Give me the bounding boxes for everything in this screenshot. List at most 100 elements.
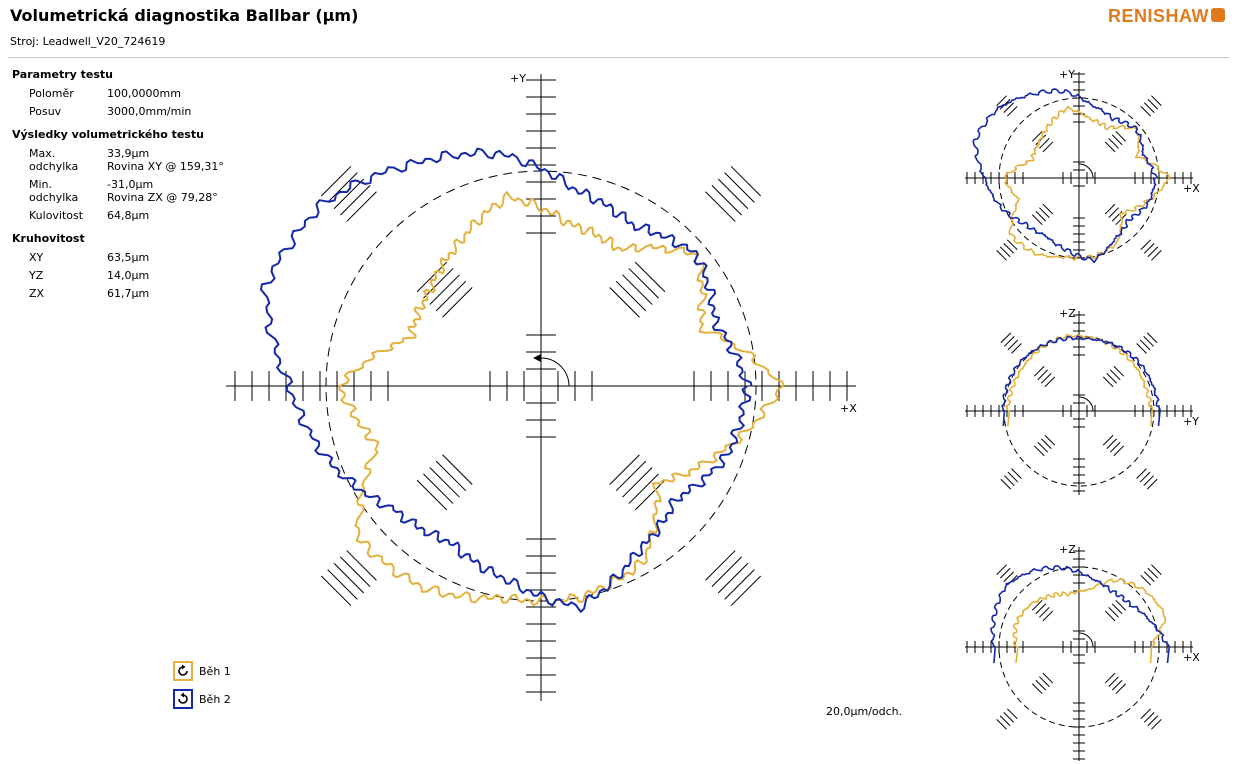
hatch-mark	[1003, 571, 1015, 583]
hatch-mark	[1006, 105, 1018, 117]
hatch-mark	[705, 191, 736, 222]
hatch-mark	[1108, 607, 1119, 618]
hatch-mark	[1106, 438, 1118, 450]
result-row-sphericity: Kulovitost 64,8µm	[29, 209, 262, 222]
trace-běh-2	[990, 565, 1170, 664]
hatch-mark	[429, 274, 460, 305]
hatch-mark	[340, 556, 371, 587]
hatch-mark	[1115, 214, 1127, 226]
hatch-mark	[1039, 676, 1050, 687]
results-heading: Výsledky volumetrického testu	[12, 128, 204, 141]
hatch-mark	[1143, 242, 1155, 254]
hatch-mark	[346, 550, 377, 581]
hatch-mark	[1040, 372, 1052, 384]
hatch-mark	[1031, 214, 1043, 226]
hatch-mark	[1003, 711, 1015, 723]
hatch-mark	[1108, 207, 1119, 218]
hatch-mark	[730, 165, 762, 197]
hatch-mark	[711, 185, 742, 216]
polar-plot-xy-small: +X +Y	[965, 68, 1200, 264]
scale-note: 20,0µm/odch.	[826, 705, 903, 718]
logo-text: RENISHAW	[1107, 5, 1209, 26]
run-2-label: Běh 2	[199, 692, 231, 706]
trace-běh-1	[338, 191, 786, 607]
run-1-swatch	[173, 661, 193, 681]
machine-label: Stroj: Leadwell_V20_724619	[10, 35, 166, 48]
hatch-mark	[1031, 130, 1043, 142]
hatch-mark	[1004, 336, 1015, 347]
hatch-mark	[1042, 610, 1054, 622]
clockwise-arrow-icon	[178, 664, 188, 676]
direction-arc	[1078, 396, 1094, 412]
min-value: -31,0µm	[107, 178, 154, 191]
run-1-label: Běh 1	[199, 664, 231, 678]
hatch-mark	[996, 719, 1007, 730]
direction-arc	[1078, 632, 1094, 648]
hatch-mark	[435, 460, 467, 492]
y-axis-label: +Y	[510, 72, 526, 85]
hatch-mark	[327, 569, 358, 600]
trace-běh-2	[260, 147, 753, 613]
hatch-mark	[1151, 250, 1162, 261]
max-value-block: 33,9µm Rovina XY @ 159,31°	[107, 147, 262, 173]
hatch-mark	[1102, 434, 1114, 446]
hatch-mark	[1151, 719, 1162, 730]
hatch-mark	[711, 556, 742, 587]
header-divider	[8, 57, 1229, 58]
hatch-mark	[1111, 603, 1123, 615]
hatch-mark	[615, 280, 647, 312]
hatch-mark	[1007, 471, 1019, 483]
circ-row-zx: ZX 61,7µm	[29, 287, 262, 300]
sphericity-label: Kulovitost	[29, 209, 84, 222]
hatch-mark	[634, 261, 666, 293]
hatch-mark	[609, 454, 640, 485]
hatch-mark	[1140, 574, 1152, 586]
result-row-min: Min. odchylka -31,0µm Rovina ZX @ 79,28°	[29, 178, 262, 204]
info-panel: Parametry testu Poloměr 100,0000mm Posuv…	[12, 68, 262, 305]
hatch-mark	[1031, 599, 1043, 611]
hatch-mark	[1033, 365, 1045, 377]
trace-běh-1	[1005, 333, 1154, 427]
counterclockwise-arrow-icon	[178, 692, 188, 704]
hatch-mark	[442, 454, 473, 485]
hatch-mark	[622, 467, 653, 498]
trace-běh-2	[972, 88, 1158, 264]
hatch-mark	[1104, 672, 1116, 684]
hatch-mark	[327, 172, 358, 203]
hatch-mark	[724, 172, 755, 203]
result-row-max: Max. odchylka 33,9µm Rovina XY @ 159,31°	[29, 147, 262, 173]
feed-label: Posuv	[29, 105, 62, 118]
hatch-mark	[1111, 134, 1123, 146]
min-label: Min. odchylka	[29, 178, 79, 204]
max-plane: Rovina XY @ 159,31°	[107, 160, 224, 173]
direction-arrow-icon	[533, 354, 541, 362]
reference-circle	[998, 97, 1160, 259]
circ-zx-value: 61,7µm	[107, 287, 150, 300]
circ-yz-label: YZ	[29, 269, 44, 282]
hatch-mark	[1039, 207, 1050, 218]
hatch-mark	[1143, 102, 1155, 114]
trace-běh-2	[1001, 335, 1161, 427]
hatch-mark	[1136, 343, 1147, 354]
min-plane: Rovina ZX @ 79,28°	[107, 191, 218, 204]
hatch-mark	[999, 246, 1011, 258]
sphericity-value: 64,8µm	[107, 209, 150, 222]
hatch-mark	[1035, 679, 1047, 691]
hatch-mark	[1000, 478, 1012, 490]
hatch-mark	[423, 473, 454, 504]
circularity-heading: Kruhovitost	[12, 232, 85, 245]
hatch-mark	[1151, 564, 1162, 575]
legend-run-1[interactable]: Běh 1	[173, 659, 231, 683]
trace-běh-1	[1012, 578, 1167, 664]
legend-run-2[interactable]: Běh 2	[173, 687, 231, 711]
hatch-mark	[1003, 102, 1015, 114]
run-2-swatch	[173, 689, 193, 709]
max-value: 33,9µm	[107, 147, 150, 160]
circ-yz-value: 14,0µm	[107, 269, 150, 282]
hatch-mark	[1113, 445, 1125, 457]
circ-zx-label: ZX	[29, 287, 45, 300]
hatch-mark	[1044, 434, 1056, 446]
hatch-mark	[1037, 441, 1049, 453]
hatch-mark	[634, 479, 666, 511]
